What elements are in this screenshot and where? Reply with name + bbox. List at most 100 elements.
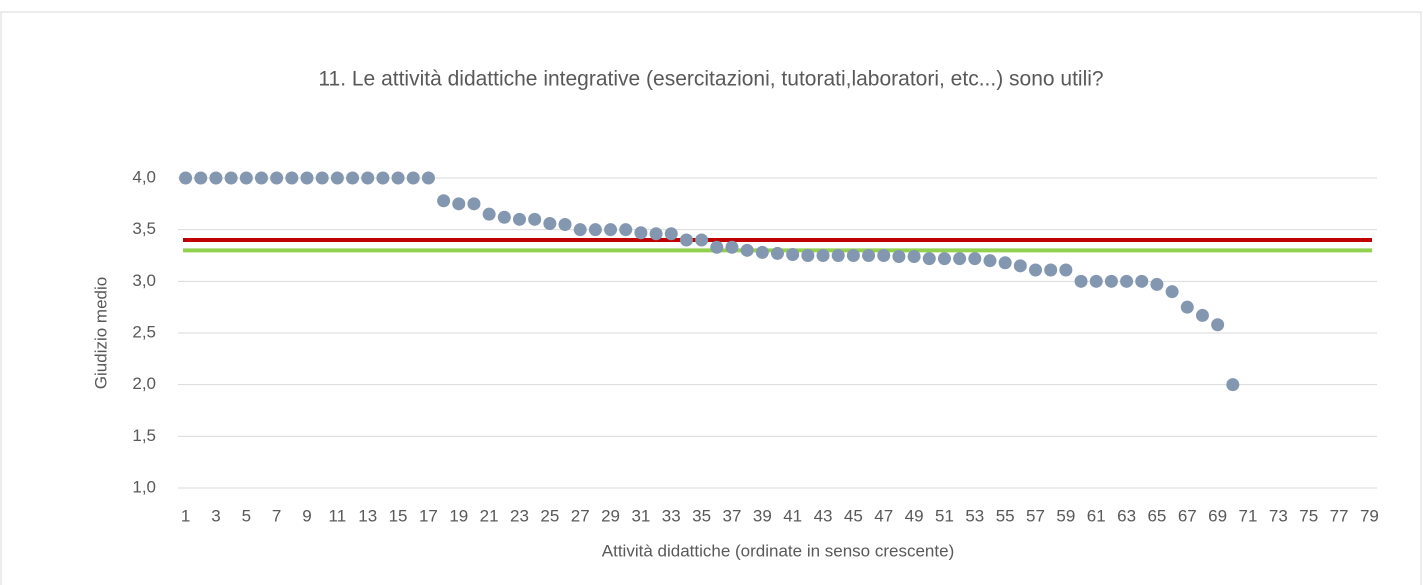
point [831, 249, 845, 262]
point [452, 197, 466, 211]
point [1135, 274, 1149, 288]
point [892, 250, 906, 264]
x-tick-label: 17 [419, 506, 438, 525]
x-tick-label: 43 [814, 506, 833, 525]
point [588, 223, 602, 237]
point [361, 171, 375, 185]
x-tick-label: 73 [1269, 506, 1288, 525]
point [391, 171, 405, 185]
point [209, 171, 223, 185]
point [846, 249, 860, 262]
x-tick-label: 15 [389, 506, 408, 525]
point [634, 226, 648, 240]
point [604, 223, 618, 237]
x-tick-label: 27 [571, 506, 590, 525]
point [755, 245, 769, 259]
x-tick-label: 57 [1026, 506, 1045, 525]
x-tick-label: 55 [996, 506, 1015, 525]
x-tick-label: 5 [242, 506, 251, 525]
point [953, 252, 967, 266]
x-tick-label: 79 [1360, 506, 1379, 525]
point [1044, 263, 1058, 277]
x-tick-label: 47 [874, 506, 893, 525]
y-tick-label: 1,0 [132, 477, 156, 496]
point [300, 171, 314, 185]
point [1074, 274, 1088, 288]
y-tick-label: 2,0 [132, 374, 156, 393]
point [649, 227, 663, 241]
point [315, 171, 329, 185]
x-tick-label: 31 [631, 506, 650, 525]
point [1089, 274, 1103, 288]
x-tick-label: 67 [1178, 506, 1197, 525]
x-tick-label: 7 [272, 506, 281, 525]
x-tick-label: 13 [358, 506, 377, 525]
x-tick-label: 69 [1208, 506, 1227, 525]
y-tick-label: 3,0 [132, 271, 156, 290]
x-tick-label: 63 [1117, 506, 1136, 525]
point [907, 250, 921, 264]
point [1120, 274, 1134, 288]
point [664, 227, 678, 241]
point [179, 171, 193, 185]
point [558, 218, 572, 231]
x-tick-label: 61 [1087, 506, 1106, 525]
point [573, 223, 587, 237]
point [619, 223, 633, 237]
x-tick-label: 3 [211, 506, 220, 525]
x-tick-label: 49 [905, 506, 924, 525]
point [254, 171, 268, 185]
point [376, 171, 390, 185]
point [968, 252, 982, 266]
y-tick-label: 1,5 [132, 426, 156, 445]
x-tick-label: 45 [844, 506, 863, 525]
point [710, 240, 724, 254]
point [679, 233, 693, 247]
x-tick-label: 53 [965, 506, 984, 525]
y-tick-label: 3,5 [132, 219, 156, 238]
x-tick-label: 29 [601, 506, 620, 525]
x-axis-label: Attività didattiche (ordinate in senso c… [602, 541, 954, 560]
point [1180, 300, 1194, 314]
y-axis-label: Giudizio medio [91, 277, 110, 389]
point [998, 256, 1012, 270]
y-tick-label: 2,5 [132, 322, 156, 341]
point [406, 171, 420, 185]
x-tick-label: 37 [723, 506, 742, 525]
point [285, 171, 299, 185]
x-tick-label: 23 [510, 506, 529, 525]
x-tick-label: 19 [449, 506, 468, 525]
point [877, 249, 891, 262]
point [482, 207, 496, 221]
point [346, 171, 360, 185]
x-tick-label: 51 [935, 506, 954, 525]
x-tick-label: 1 [181, 506, 190, 525]
point [983, 254, 997, 268]
point [922, 252, 936, 266]
point [497, 210, 511, 224]
x-tick-label: 39 [753, 506, 772, 525]
point [1104, 274, 1118, 288]
point [786, 247, 800, 261]
x-tick-label: 59 [1056, 506, 1075, 525]
x-tick-label: 71 [1239, 506, 1258, 525]
point [1211, 318, 1225, 332]
point [1029, 263, 1043, 277]
point [1059, 263, 1073, 277]
point [862, 249, 876, 262]
x-tick-label: 75 [1299, 506, 1318, 525]
point [467, 197, 481, 211]
point [330, 171, 344, 185]
point [1165, 285, 1179, 299]
chart-title: 11. Le attività didattiche integrative (… [318, 68, 1103, 91]
point [695, 233, 709, 247]
chart-border [0, 11, 1422, 585]
point [512, 212, 526, 226]
x-tick-label: 33 [662, 506, 681, 525]
point [270, 171, 284, 185]
x-tick-label: 65 [1147, 506, 1166, 525]
x-tick-label: 77 [1330, 506, 1349, 525]
point [937, 252, 951, 266]
point [740, 243, 754, 257]
point [421, 171, 435, 185]
